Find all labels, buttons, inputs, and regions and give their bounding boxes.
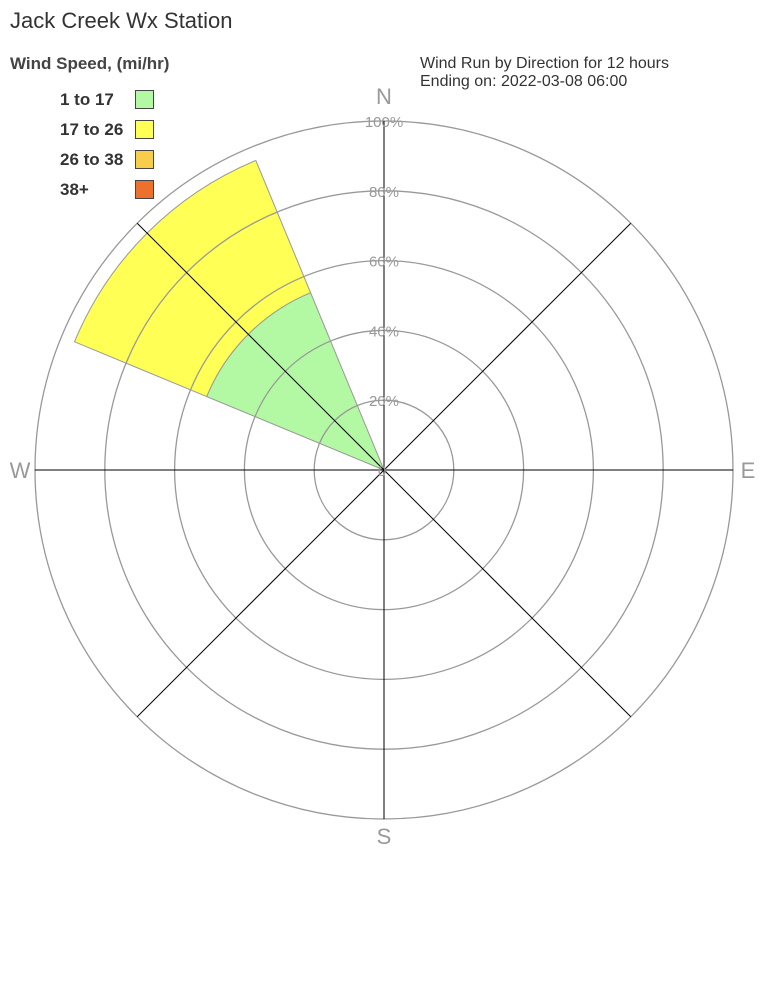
subtitle-line-1: Wind Run by Direction for 12 hours [420, 55, 669, 72]
legend-item: 38+ [60, 180, 154, 210]
legend-swatch [135, 180, 154, 199]
radial-tick-label: 0 [378, 463, 386, 480]
legend-label: 38+ [60, 180, 89, 199]
compass-label-s: S [377, 824, 392, 849]
chart-subtitle: Wind Run by Direction for 12 hours Endin… [420, 55, 669, 91]
legend-label: 26 to 38 [60, 150, 124, 169]
radial-tick-label: 80% [369, 184, 399, 201]
legend-swatch [135, 90, 154, 109]
legend-item: 26 to 38 [60, 150, 154, 180]
spoke-line [136, 222, 385, 471]
radial-tick-label: 20% [369, 393, 399, 410]
compass-label-e: E [741, 458, 756, 483]
legend-swatch [135, 150, 154, 169]
compass-label-n: N [376, 84, 392, 109]
radial-tick-label: 40% [369, 323, 399, 340]
legend-label: 17 to 26 [60, 120, 124, 139]
legend: 1 to 17 17 to 26 26 to 38 38+ [60, 90, 154, 210]
legend-swatch [135, 120, 154, 139]
spoke-line [383, 222, 632, 471]
legend-item: 1 to 17 [60, 90, 154, 120]
compass-label-w: W [10, 458, 31, 483]
legend-title: Wind Speed, (mi/hr) [10, 54, 170, 73]
spoke-line [136, 469, 385, 718]
legend-item: 17 to 26 [60, 120, 154, 150]
radial-tick-label: 60% [369, 254, 399, 271]
legend-label: 1 to 17 [60, 90, 114, 109]
chart-title: Jack Creek Wx Station [10, 8, 233, 33]
spoke-line [383, 469, 632, 718]
radial-tick-label: 100% [365, 114, 403, 131]
subtitle-line-2: Ending on: 2022-03-08 06:00 [420, 73, 628, 90]
